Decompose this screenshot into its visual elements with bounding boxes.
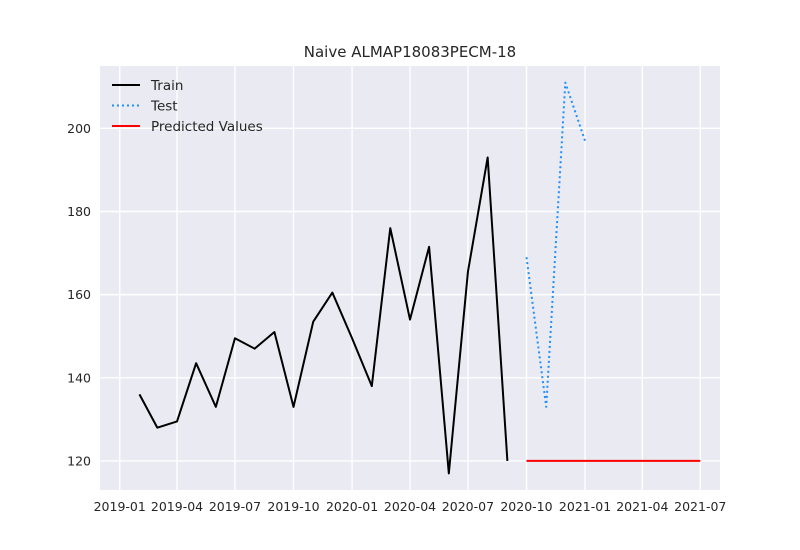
chart-title: Naive ALMAP18083PECM-18 [304,43,516,61]
legend-label: Test [150,99,178,115]
legend-label: Predicted Values [151,119,263,135]
x-tick-label: 2019-10 [267,499,319,514]
x-tick-label: 2020-01 [326,499,378,514]
x-tick-label: 2019-04 [151,499,203,514]
series-lines [138,81,701,475]
y-tick-label: 180 [67,204,91,219]
legend-label: Train [150,78,183,94]
y-tick-label: 140 [67,370,91,385]
x-tick-label: 2021-04 [616,499,668,514]
y-tick-label: 160 [67,287,91,302]
y-tick-labels: 120 140 160 180 200 [67,121,91,469]
x-tick-label: 2020-04 [384,499,436,514]
y-tick-label: 200 [67,121,91,136]
x-tick-label: 2021-01 [559,499,611,514]
x-tick-label: 2019-01 [94,499,146,514]
x-tick-labels: 2019-01 2019-04 2019-07 2019-10 2020-01 2020-… [94,499,727,514]
series-line-train [138,156,509,475]
x-tick-label: 2019-07 [209,499,261,514]
legend: Train Test Predicted Values [112,78,263,135]
x-tick-label: 2021-07 [674,499,726,514]
series-line-test [525,81,586,408]
x-tick-label: 2020-07 [442,499,494,514]
grid-lines [100,66,720,490]
x-tick-label: 2020-10 [500,499,552,514]
y-tick-label: 120 [67,453,91,468]
